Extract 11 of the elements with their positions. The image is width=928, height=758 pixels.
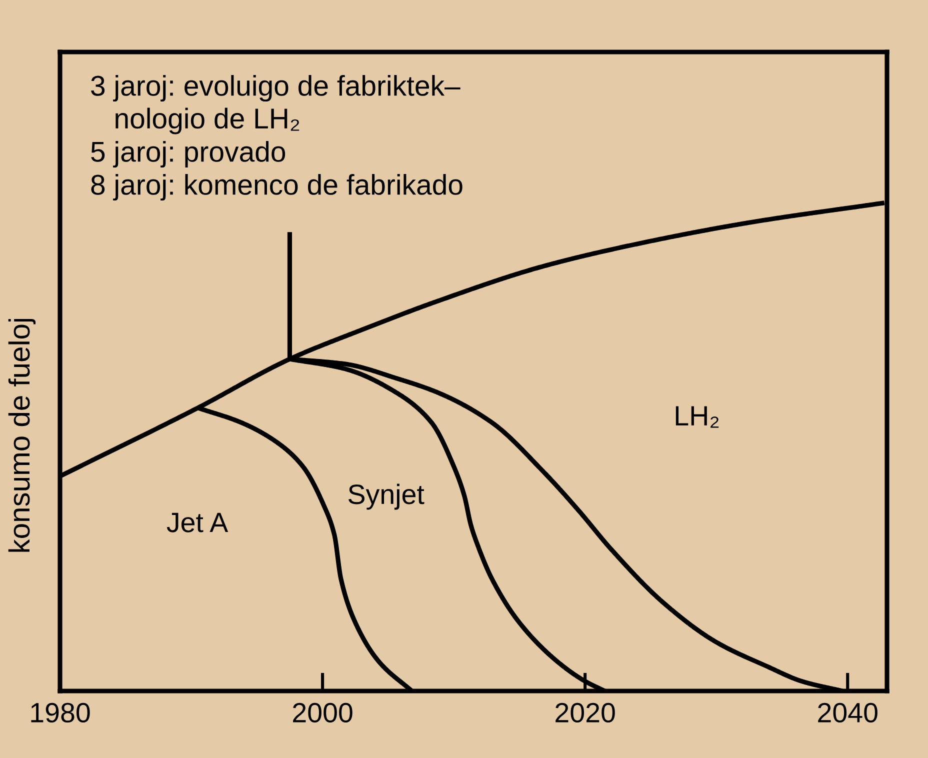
text: 8 jaroj: komenco de fabrikado: [91, 174, 462, 201]
annotation: LH₂: [676, 406, 719, 428]
text: 5 jaroj: provado: [91, 141, 286, 168]
x-tick-label: 2020: [556, 702, 615, 723]
x-tick-label: 2000: [293, 702, 352, 723]
x-tick-label: 1980: [31, 702, 90, 723]
text: 3 jaroj: evoluigo de fabriktek– nologio de LH₂: [91, 75, 460, 134]
x-tick-label: 2040: [818, 702, 878, 723]
y-axis-title: konsumo de fueloj: [8, 318, 36, 552]
annotation: Jet A: [166, 512, 228, 532]
annotation: Synjet: [348, 484, 424, 510]
